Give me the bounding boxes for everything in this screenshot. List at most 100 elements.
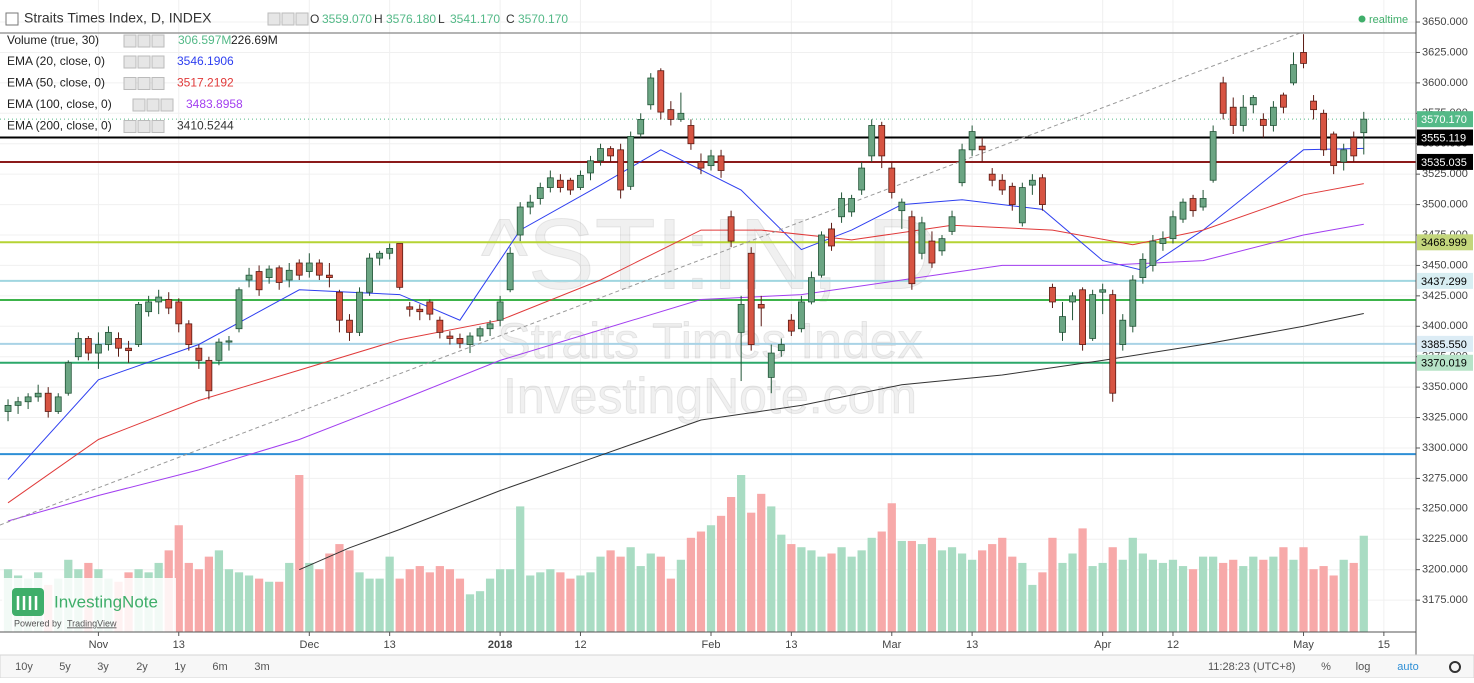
legend-icon[interactable] bbox=[137, 55, 151, 69]
range-button[interactable]: 5y bbox=[59, 661, 71, 673]
volume-bar bbox=[1219, 562, 1228, 632]
logo-name: InvestingNote bbox=[54, 592, 158, 611]
candle-body bbox=[526, 201, 534, 208]
volume-bar bbox=[536, 572, 545, 632]
candle-body bbox=[295, 262, 303, 276]
candle-body bbox=[225, 340, 233, 343]
candle-body bbox=[1269, 106, 1277, 126]
volume-bar bbox=[1178, 566, 1188, 632]
candle-body bbox=[466, 335, 474, 345]
legend-icon[interactable] bbox=[123, 77, 137, 90]
legend-icon[interactable] bbox=[151, 77, 165, 90]
candle-body bbox=[496, 301, 504, 321]
price-axis-bg bbox=[1416, 0, 1474, 655]
y-tick-label: 3450.000 bbox=[1422, 259, 1468, 271]
range-button[interactable]: 1y bbox=[174, 661, 186, 673]
volume-bar bbox=[1209, 556, 1218, 632]
legend-icon[interactable] bbox=[123, 34, 137, 48]
legend-icon[interactable] bbox=[281, 12, 295, 26]
option-button[interactable]: % bbox=[1321, 661, 1331, 673]
candle-body bbox=[255, 271, 263, 291]
candle-body bbox=[697, 161, 705, 169]
ema-line bbox=[7, 147, 1364, 480]
ohlc-key: H bbox=[374, 12, 383, 26]
legend-icon[interactable] bbox=[151, 34, 165, 48]
y-tick-label: 3600.000 bbox=[1422, 77, 1468, 89]
candle-body bbox=[436, 319, 444, 333]
settings-button[interactable] bbox=[1449, 661, 1461, 673]
legend-icon[interactable] bbox=[123, 120, 137, 133]
y-tick-label: 3225.000 bbox=[1422, 533, 1468, 545]
legend-icon[interactable] bbox=[132, 98, 146, 112]
powered-link[interactable]: TradingView bbox=[67, 618, 117, 628]
range-button[interactable]: 10y bbox=[15, 661, 33, 673]
option-button[interactable]: auto bbox=[1397, 661, 1418, 673]
volume-bar bbox=[214, 550, 224, 632]
legend-icon[interactable] bbox=[151, 120, 165, 133]
option-button[interactable]: log bbox=[1356, 661, 1371, 673]
volume-bar bbox=[757, 493, 766, 632]
ohlc-value: 3576.180 bbox=[386, 12, 436, 26]
candle-body bbox=[737, 303, 745, 333]
range-button[interactable]: 3m bbox=[254, 661, 269, 673]
volume-bar bbox=[737, 475, 746, 632]
volume-bar bbox=[516, 506, 525, 632]
x-tick-label: Nov bbox=[89, 639, 109, 651]
legend-icon[interactable] bbox=[160, 98, 174, 112]
volume-bar bbox=[937, 550, 947, 632]
volume-bar bbox=[1168, 559, 1178, 632]
volume-bar bbox=[546, 569, 555, 632]
legend-icon[interactable] bbox=[151, 55, 165, 69]
last-price-label: 3570.170 bbox=[1421, 114, 1467, 126]
volume-bar bbox=[1128, 537, 1137, 632]
range-button[interactable]: 3y bbox=[97, 661, 109, 673]
clock: 11:28:23 (UTC+8) bbox=[1208, 661, 1296, 673]
legend-icon[interactable] bbox=[295, 12, 309, 26]
range-button[interactable]: 6m bbox=[212, 661, 227, 673]
candle-body bbox=[34, 392, 42, 398]
candle-body bbox=[386, 247, 394, 254]
volume-bar bbox=[1078, 528, 1087, 632]
candle-body bbox=[828, 228, 835, 247]
volume-bar bbox=[1138, 553, 1147, 632]
candle-body bbox=[366, 257, 373, 293]
watermark-text: ^STI:IN, D bbox=[481, 198, 939, 310]
legend-name: EMA (100, close, 0) bbox=[7, 97, 112, 111]
ohlc-value: 3541.170 bbox=[450, 12, 500, 26]
price-tag bbox=[1417, 272, 1473, 289]
volume-bar bbox=[1108, 547, 1117, 632]
legend-icon[interactable] bbox=[137, 77, 151, 90]
x-tick-label: May bbox=[1293, 639, 1314, 651]
candle-body bbox=[1169, 216, 1177, 240]
volume-bar bbox=[968, 559, 977, 632]
volume-bar bbox=[1098, 562, 1107, 632]
range-button[interactable]: 2y bbox=[136, 661, 148, 673]
candle-body bbox=[135, 303, 142, 345]
candle-body bbox=[607, 148, 614, 157]
volume-bar bbox=[606, 550, 615, 632]
candle-body bbox=[245, 274, 253, 281]
legend-icon[interactable] bbox=[267, 12, 281, 26]
volume-bar bbox=[696, 531, 706, 632]
candle-body bbox=[918, 222, 926, 254]
candle-body bbox=[1229, 106, 1237, 126]
candle-body bbox=[928, 240, 936, 264]
volume-bar bbox=[1329, 575, 1338, 632]
volume-bar bbox=[947, 547, 957, 632]
candle-body bbox=[1219, 82, 1227, 114]
legend-icon[interactable] bbox=[137, 34, 151, 48]
candle-body bbox=[1059, 316, 1066, 333]
legend-icon[interactable] bbox=[123, 55, 137, 69]
legend-collapse[interactable] bbox=[5, 12, 19, 26]
volume-bar bbox=[224, 569, 234, 632]
candle-body bbox=[476, 328, 484, 337]
legend-icon[interactable] bbox=[146, 98, 160, 112]
candle-body bbox=[988, 173, 996, 181]
volume-bar bbox=[998, 537, 1007, 632]
candle-body bbox=[1330, 133, 1338, 167]
candle-body bbox=[1109, 294, 1117, 394]
candle-body bbox=[556, 179, 564, 188]
legend-icon[interactable] bbox=[137, 120, 151, 133]
candle-body bbox=[627, 136, 635, 187]
candle-body bbox=[667, 109, 675, 120]
